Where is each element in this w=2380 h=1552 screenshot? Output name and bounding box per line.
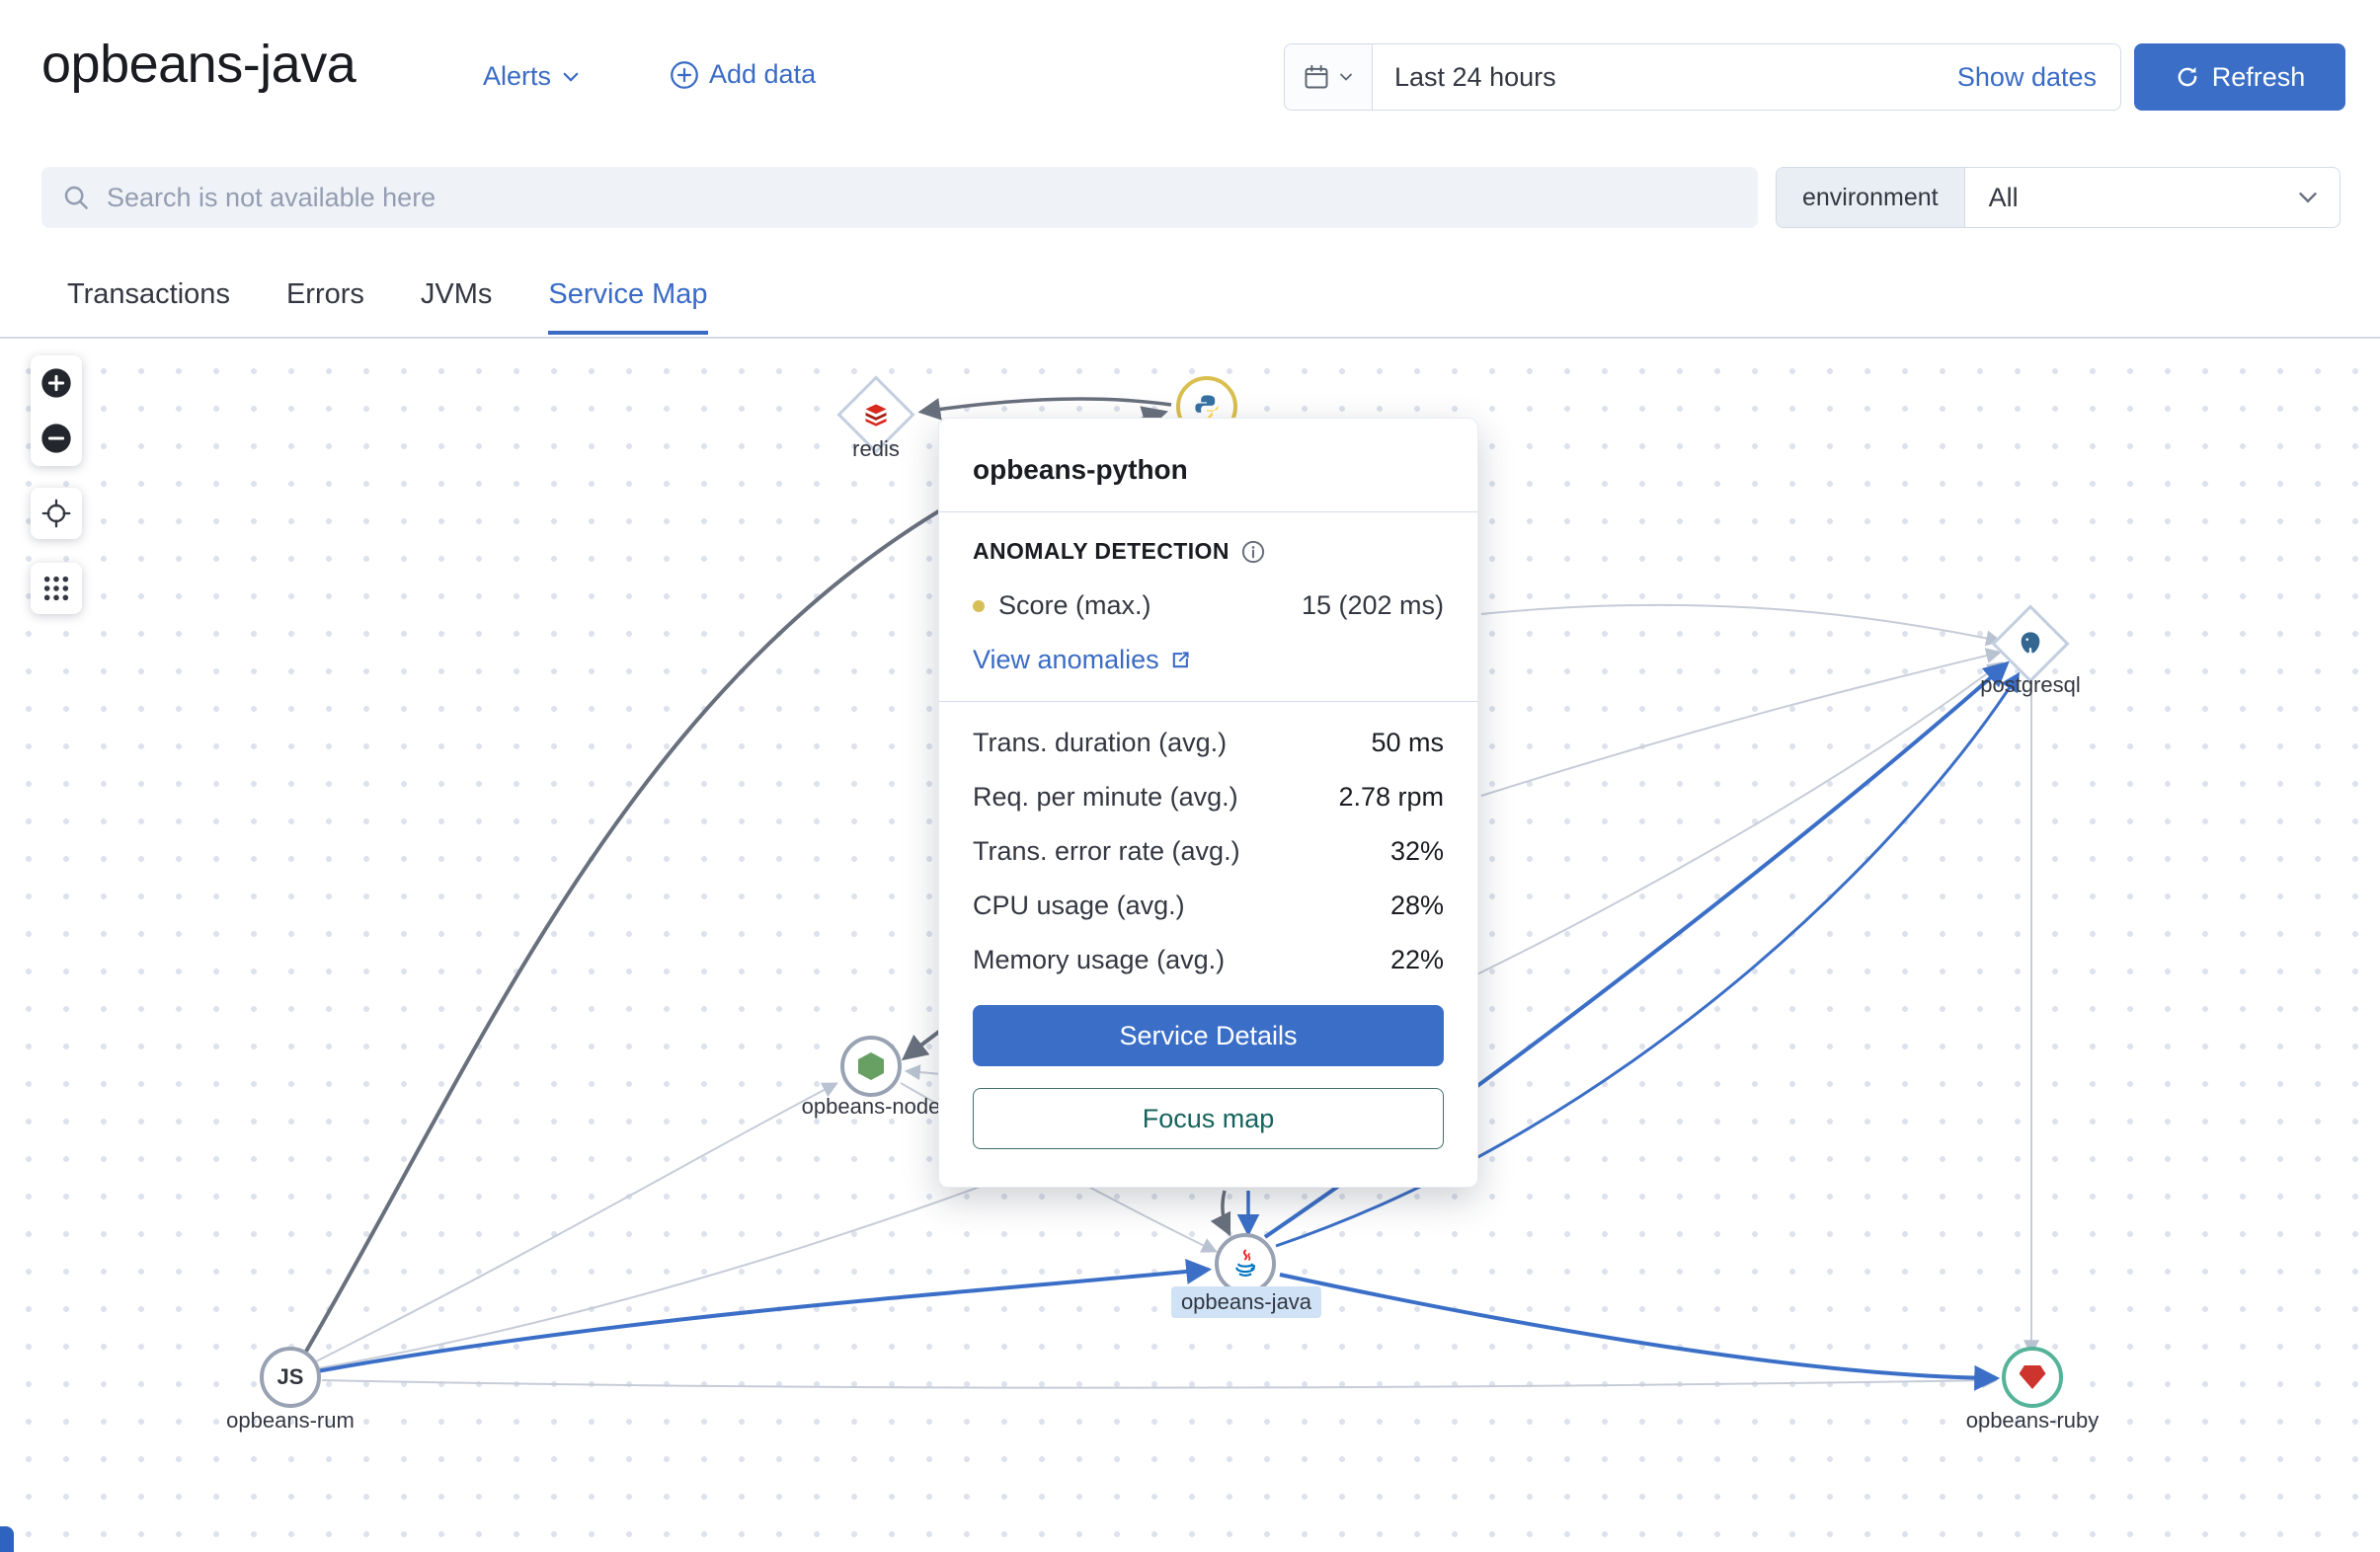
anomaly-detection-header: ANOMALY DETECTION (973, 538, 1230, 564)
python-icon (1195, 395, 1219, 419)
node-opbeans-java[interactable] (1215, 1233, 1276, 1294)
score-label: Score (max.) (998, 590, 1151, 620)
nodejs-icon (858, 1052, 884, 1080)
add-data-label: Add data (709, 59, 817, 89)
minus-circle-icon (41, 424, 71, 453)
focus-map-button[interactable]: Focus map (973, 1088, 1444, 1149)
info-icon[interactable] (1241, 540, 1265, 564)
show-dates-button[interactable]: Show dates (1956, 61, 2097, 92)
redis-icon (865, 404, 887, 427)
metric-label: Req. per minute (avg.) (973, 782, 1238, 812)
metric-row: Req. per minute (avg.) 2.78 rpm (973, 782, 1444, 813)
refresh-label: Refresh (2211, 61, 2306, 92)
calendar-menu-button[interactable] (1285, 44, 1373, 110)
tab-transactions[interactable]: Transactions (67, 278, 230, 310)
external-link-icon (1172, 651, 1189, 667)
anomaly-severity-dot (973, 599, 985, 612)
service-details-button[interactable]: Service Details (973, 1005, 1444, 1066)
view-anomalies-link[interactable]: View anomalies (973, 645, 1444, 675)
service-popover: opbeans-python ANOMALY DETECTION Score (… (938, 418, 1478, 1188)
bottom-left-panel-edge (0, 1526, 14, 1552)
zoom-controls (31, 355, 82, 466)
metric-value: 32% (1389, 836, 1444, 866)
tabs-divider (0, 337, 2380, 339)
refresh-icon (2178, 67, 2197, 87)
calendar-icon (1305, 64, 1328, 89)
environment-filter-label: environment (1777, 168, 1965, 227)
zoom-in-button[interactable] (31, 357, 82, 409)
metric-row: Trans. duration (avg.) 50 ms (973, 728, 1444, 758)
node-label-opbeans-node: opbeans-node (801, 1094, 941, 1119)
time-picker: Last 24 hours Show dates (1284, 43, 2121, 111)
metric-label: Trans. duration (avg.) (973, 728, 1228, 757)
refresh-button[interactable]: Refresh (2134, 43, 2345, 111)
zoom-out-button[interactable] (31, 413, 82, 464)
metric-value: 50 ms (1371, 728, 1444, 757)
apm-tabs: Transactions Errors JVMs Service Map (67, 278, 708, 335)
metric-label: CPU usage (avg.) (973, 891, 1185, 920)
tab-service-map[interactable]: Service Map (548, 278, 708, 335)
javascript-icon: JS (277, 1364, 304, 1389)
chevron-down-icon (2299, 193, 2317, 203)
metric-value: 2.78 rpm (1338, 782, 1444, 812)
metric-label: Trans. error rate (avg.) (973, 836, 1240, 866)
environment-filter[interactable]: environment All (1776, 167, 2340, 228)
metric-row: CPU usage (avg.) 28% (973, 891, 1444, 921)
node-label-opbeans-rum: opbeans-rum (226, 1408, 355, 1433)
tab-errors[interactable]: Errors (285, 278, 364, 310)
page-title: opbeans-java (41, 35, 357, 94)
search-bar (41, 167, 1758, 228)
crosshair-icon (41, 499, 71, 528)
search-icon (64, 186, 88, 209)
layout-control (31, 563, 82, 614)
java-icon (1235, 1249, 1256, 1277)
metric-row: Trans. error rate (avg.) 32% (973, 836, 1444, 867)
alerts-label: Alerts (483, 61, 552, 91)
plus-circle-icon (671, 60, 698, 89)
alerts-dropdown[interactable]: Alerts (483, 61, 581, 92)
score-value: 15 (202 ms) (1301, 590, 1444, 620)
node-label-redis: redis (852, 436, 900, 461)
environment-filter-value: All (1988, 182, 2019, 212)
center-map-button[interactable] (31, 488, 82, 539)
node-opbeans-node[interactable] (840, 1036, 902, 1097)
metric-row: Memory usage (avg.) 22% (973, 945, 1444, 975)
node-opbeans-ruby[interactable] (2002, 1347, 2063, 1408)
postgresql-icon (2021, 632, 2040, 654)
popover-title: opbeans-python (973, 454, 1188, 485)
metric-value: 22% (1389, 945, 1444, 974)
node-opbeans-rum[interactable]: JS (260, 1347, 321, 1408)
time-range-value[interactable]: Last 24 hours (1394, 61, 1556, 92)
node-postgresql[interactable] (1991, 604, 2070, 683)
divider (939, 701, 1477, 702)
node-label-opbeans-java: opbeans-java (1170, 1286, 1322, 1318)
grid-layout-button[interactable] (31, 563, 82, 614)
grid-dots-icon (43, 576, 69, 601)
node-label-postgresql: postgresql (1980, 672, 2081, 697)
ruby-icon (2019, 1365, 2046, 1389)
divider (939, 511, 1477, 512)
metric-value: 28% (1389, 891, 1444, 920)
chevron-down-icon (1340, 73, 1352, 81)
chevron-down-icon (563, 72, 579, 82)
search-input[interactable] (105, 181, 1738, 214)
add-data-button[interactable]: Add data (670, 59, 816, 90)
tab-jvms[interactable]: JVMs (420, 278, 493, 310)
metric-label: Memory usage (avg.) (973, 945, 1226, 974)
plus-circle-icon (41, 368, 71, 398)
node-label-opbeans-ruby: opbeans-ruby (1965, 1408, 2100, 1433)
center-map-control (31, 488, 82, 539)
